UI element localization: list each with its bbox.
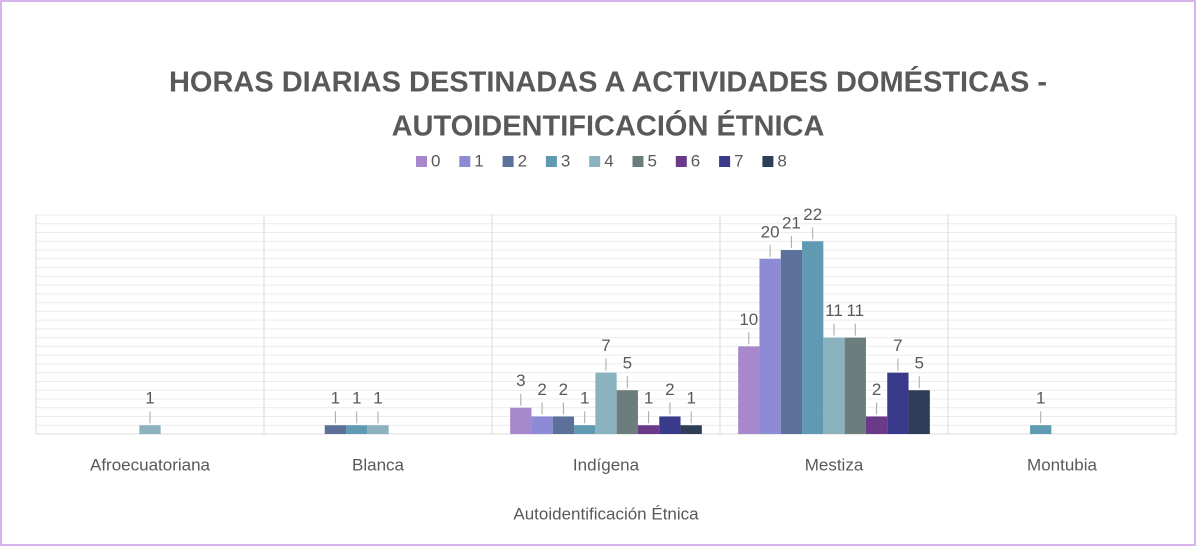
legend-swatch xyxy=(762,156,774,167)
data-label: 22 xyxy=(803,205,822,224)
legend-swatch xyxy=(675,156,687,167)
x-tick-label: Afroecuatoriana xyxy=(90,455,211,474)
data-label: 1 xyxy=(373,389,382,408)
legend-label: 6 xyxy=(691,151,700,170)
bar xyxy=(346,425,368,434)
data-label: 5 xyxy=(914,354,923,373)
data-label: 7 xyxy=(601,336,610,355)
legend-swatch xyxy=(589,156,601,167)
data-label: 1 xyxy=(145,389,154,408)
legend-swatch xyxy=(719,156,731,167)
data-label: 2 xyxy=(665,380,674,399)
bar xyxy=(531,416,553,434)
legend-label: 7 xyxy=(734,151,743,170)
data-label: 11 xyxy=(825,301,843,320)
data-label: 2 xyxy=(537,380,546,399)
bar xyxy=(1030,425,1052,434)
x-axis-label: Autoidentificación Étnica xyxy=(513,504,699,523)
bar xyxy=(887,372,909,434)
bar xyxy=(595,372,617,434)
data-label: 1 xyxy=(644,389,653,408)
bar xyxy=(680,425,702,434)
legend-swatch xyxy=(632,156,644,167)
data-label: 1 xyxy=(580,389,589,408)
x-tick-label: Mestiza xyxy=(805,455,864,474)
legend-swatch xyxy=(502,156,514,167)
data-label: 21 xyxy=(782,214,801,233)
legend-swatch xyxy=(459,156,471,167)
legend-label: 8 xyxy=(777,151,786,170)
legend-swatch xyxy=(416,156,427,167)
x-tick-label: Montubia xyxy=(1027,455,1097,474)
bar xyxy=(552,416,575,434)
bar xyxy=(324,425,347,434)
x-tick-label: Indígena xyxy=(573,455,640,474)
data-label: 3 xyxy=(516,371,525,390)
bar xyxy=(510,407,532,434)
legend-label: 5 xyxy=(648,151,657,170)
legend-label: 3 xyxy=(561,151,570,170)
bar xyxy=(367,425,389,434)
data-label: 7 xyxy=(893,336,902,355)
data-label: 2 xyxy=(872,380,881,399)
bar xyxy=(738,346,760,434)
data-label: 10 xyxy=(739,310,758,329)
data-label: 11 xyxy=(846,301,864,320)
bar xyxy=(574,425,596,434)
data-label: 1 xyxy=(1036,389,1045,408)
bar xyxy=(759,258,781,434)
data-label: 1 xyxy=(352,389,361,408)
bar xyxy=(659,416,681,434)
data-label: 1 xyxy=(686,389,695,408)
bar xyxy=(616,390,638,434)
bar xyxy=(865,416,888,434)
chart-title: HORAS DIARIAS DESTINADAS A ACTIVIDADES D… xyxy=(169,65,1047,99)
bar xyxy=(780,250,803,434)
chart-title: AUTOIDENTIFICACIÓN ÉTNICA xyxy=(392,109,825,143)
legend-label: 4 xyxy=(604,151,613,170)
data-label: 20 xyxy=(761,222,780,241)
bar xyxy=(139,425,161,434)
x-tick-label: Blanca xyxy=(352,455,405,474)
bar xyxy=(637,425,660,434)
data-label: 2 xyxy=(559,380,568,399)
legend-label: 2 xyxy=(518,151,527,170)
bar xyxy=(823,337,845,434)
bar xyxy=(908,390,930,434)
legend-label: 0 xyxy=(431,151,440,170)
bar xyxy=(844,337,866,434)
bar xyxy=(802,241,824,434)
data-label: 5 xyxy=(623,354,632,373)
legend-label: 1 xyxy=(474,151,483,170)
legend-swatch xyxy=(545,156,557,167)
data-label: 1 xyxy=(331,389,340,408)
